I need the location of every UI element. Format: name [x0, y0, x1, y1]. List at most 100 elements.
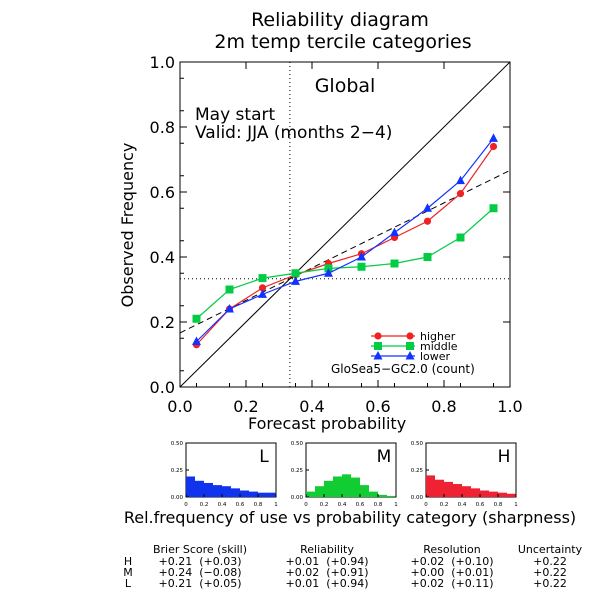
sharpness-y-tick-label: 0.50 — [411, 441, 424, 447]
sharpness-bar — [453, 484, 462, 497]
x-tick-label: 0.0 — [167, 397, 192, 416]
sharpness-bar — [378, 494, 387, 497]
sharpness-x-tick-label: 0.6 — [356, 502, 365, 508]
sharpness-caption: Rel.frequency of use vs probability cate… — [124, 508, 576, 527]
data-point-middle — [291, 269, 300, 278]
sharpness-y-tick-label: 0.00 — [411, 495, 424, 501]
sharpness-x-tick-label: 0.4 — [458, 502, 467, 508]
scores-header: Brier Score (skill) — [153, 543, 247, 556]
sharpness-panel-m: M 0.00 0.25 0.50 0 0.2 0.4 0.6 0.8 1 — [291, 441, 398, 508]
sharpness-x-tick-label: 0.6 — [236, 502, 245, 508]
sharpness-bar — [489, 491, 498, 497]
sharpness-y-tick-label: 0.25 — [171, 468, 184, 474]
sharpness-panels: L 0.00 0.25 0.50 0 0.2 0.4 0.6 0.8 1 M 0.00 0.25 0.50… — [171, 441, 518, 508]
scores-cell: +0.02 (+0.91) — [286, 566, 369, 579]
sharpness-bar — [195, 480, 204, 497]
sharpness-panel-label: H — [498, 447, 511, 467]
y-tick-label: 1.0 — [150, 53, 175, 72]
scores-cell: +0.01 (+0.94) — [286, 555, 369, 568]
sharpness-y-tick-label: 0.25 — [411, 468, 424, 474]
scores-category: M — [123, 566, 133, 579]
sharpness-y-tick-label: 0.50 — [171, 441, 184, 447]
data-point-middle — [258, 274, 267, 283]
sharpness-bar — [333, 476, 342, 497]
sharpness-bar — [507, 493, 516, 497]
sharpness-x-tick-label: 0.8 — [254, 502, 263, 508]
sharpness-bar — [387, 495, 396, 497]
data-point-middle — [225, 285, 234, 294]
sharpness-x-tick-label: 0.4 — [218, 502, 227, 508]
data-point-middle — [489, 204, 498, 213]
sharpness-bar — [435, 479, 444, 497]
sharpness-x-tick-label: 0.8 — [494, 502, 503, 508]
legend-marker-middle — [374, 342, 382, 350]
data-point-higher — [423, 217, 432, 225]
sharpness-x-tick-label: 0 — [184, 502, 188, 508]
chart-title-line1: Reliability diagram — [251, 9, 429, 31]
sharpness-panel-l: L 0.00 0.25 0.50 0 0.2 0.4 0.6 0.8 1 — [171, 441, 278, 508]
sharpness-x-tick-label: 0.2 — [440, 502, 449, 508]
x-tick-label: 0.8 — [431, 397, 456, 416]
data-point-middle — [390, 259, 399, 268]
y-axis-label: Observed Frequency — [118, 143, 137, 308]
scores-cell: +0.00 (+0.01) — [411, 566, 494, 579]
scores-cell: +0.22 — [533, 555, 567, 568]
sharpness-x-tick-label: 0 — [424, 502, 428, 508]
sharpness-x-tick-label: 1 — [514, 502, 518, 508]
sharpness-bar — [351, 477, 360, 497]
scores-category: H — [124, 555, 132, 568]
sharpness-x-tick-label: 0 — [304, 502, 308, 508]
data-point-lower — [489, 133, 498, 142]
x-tick-label: 0.6 — [365, 397, 390, 416]
scores-cell: +0.02 (+0.10) — [411, 555, 494, 568]
sharpness-y-tick-label: 0.00 — [171, 495, 184, 501]
series-line-lower — [196, 138, 494, 342]
chart-title-line2: 2m temp tercile categories — [214, 31, 471, 53]
data-point-lower — [192, 336, 201, 345]
sharpness-bar — [471, 488, 480, 497]
legend-label-middle: middle — [420, 340, 458, 353]
sharpness-y-tick-label: 0.00 — [291, 495, 304, 501]
data-point-lower — [390, 227, 399, 237]
scores-header: Reliability — [300, 543, 354, 556]
sharpness-bar — [462, 486, 471, 497]
sharpness-x-tick-label: 0.2 — [320, 502, 329, 508]
region-label: Global — [315, 75, 376, 97]
x-tick-label: 0.4 — [299, 397, 324, 416]
scores-table: Brier Score (skill) Reliability Resolution… — [123, 543, 582, 590]
sharpness-bar — [498, 492, 507, 497]
x-tick-label: 0.2 — [233, 397, 258, 416]
scores-cell: +0.21 (+0.05) — [159, 577, 242, 590]
sharpness-bar — [306, 491, 315, 497]
data-point-higher — [489, 142, 498, 151]
perfect-reliability-line — [179, 61, 511, 388]
sharpness-x-tick-label: 0.2 — [200, 502, 209, 508]
x-tick-label: 1.0 — [497, 397, 522, 416]
sharpness-panel-label: L — [259, 447, 269, 467]
sharpness-x-tick-label: 1 — [274, 502, 278, 508]
data-point-middle — [357, 262, 366, 271]
start-label: May start — [195, 105, 275, 125]
data-point-higher — [258, 284, 267, 292]
main-plot: Global May start Valid: JJA (months 2−4)… — [118, 53, 523, 433]
data-point-lower — [357, 252, 366, 261]
legend-label-lower: lower — [420, 350, 451, 363]
valid-label: Valid: JJA (months 2−4) — [195, 123, 392, 143]
sharpness-bar — [249, 491, 258, 497]
x-axis-label: Forecast probability — [248, 414, 406, 433]
data-point-middle — [456, 233, 465, 242]
scores-cell: +0.01 (+0.94) — [286, 577, 369, 590]
sharpness-bar — [324, 480, 333, 497]
legend-marker-lower — [405, 351, 415, 360]
sharpness-bar — [369, 491, 378, 497]
data-point-middle — [423, 253, 432, 261]
y-tick-label: 0.2 — [150, 313, 175, 332]
scores-cell: +0.21 (+0.03) — [159, 555, 242, 568]
sharpness-bar — [222, 486, 231, 497]
sharpness-bar — [258, 492, 267, 497]
sharpness-bar — [186, 476, 195, 497]
legend-marker-lower — [373, 351, 383, 360]
data-point-higher — [456, 190, 465, 198]
legend-label-higher: higher — [420, 330, 456, 343]
